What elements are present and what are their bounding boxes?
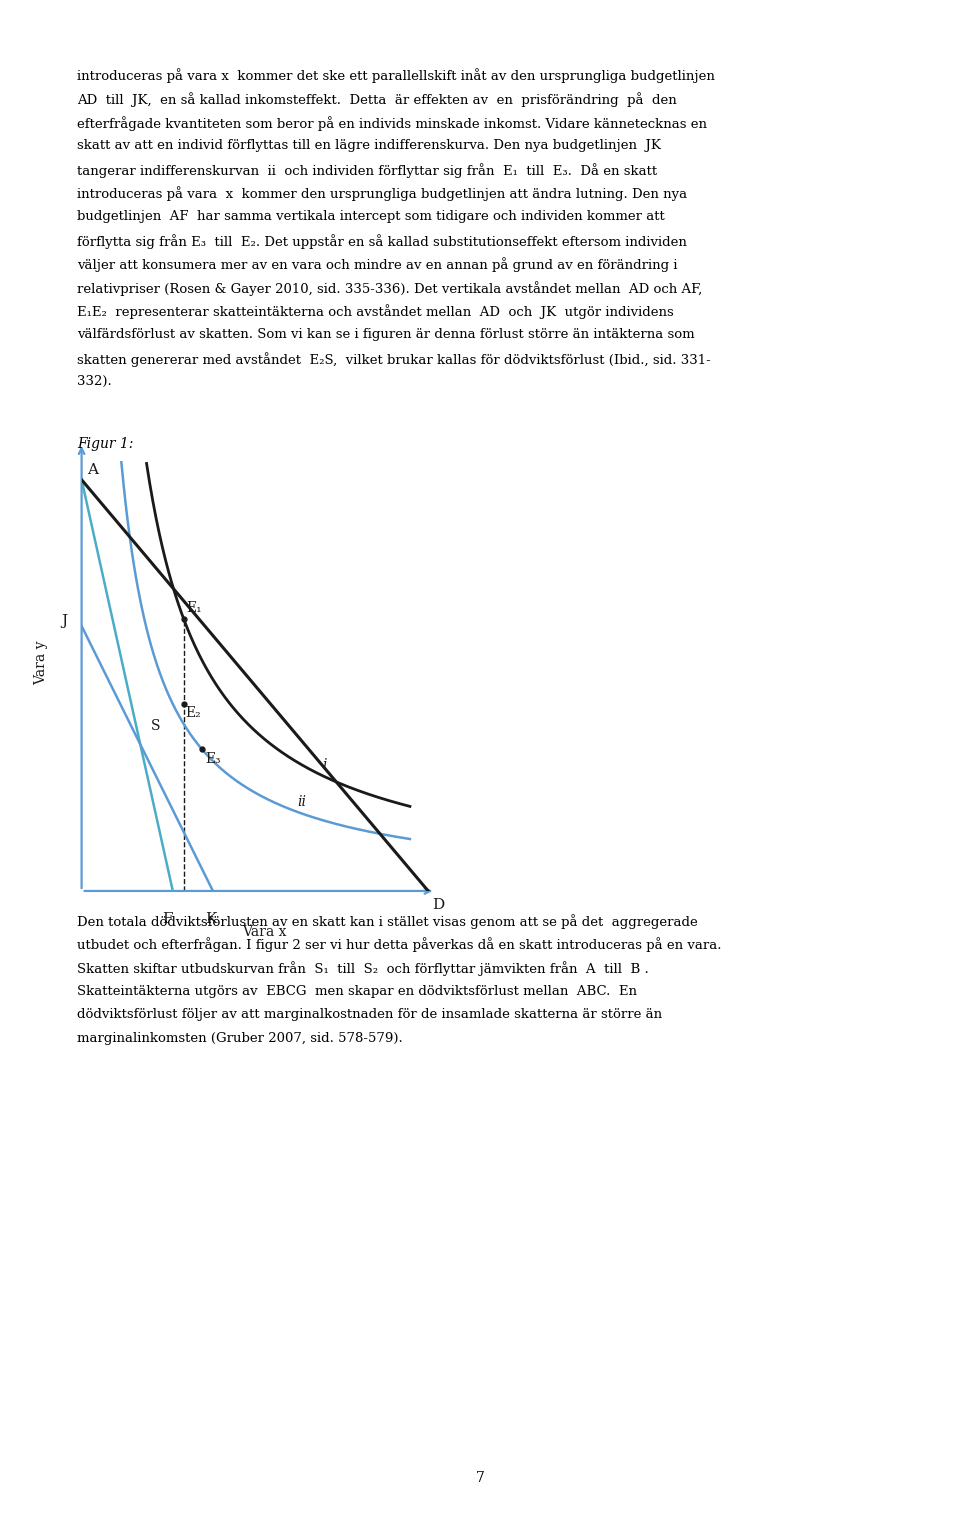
Text: 332).: 332). <box>77 376 111 388</box>
Text: AD  till  JK,  en så kallad inkomsteffekt.  Detta  är effekten av  en  prisförän: AD till JK, en så kallad inkomsteffekt. … <box>77 91 677 107</box>
Text: D: D <box>432 899 444 912</box>
Text: ii: ii <box>297 795 306 809</box>
Text: väljer att konsumera mer av en vara och mindre av en annan på grund av en föränd: väljer att konsumera mer av en vara och … <box>77 257 678 273</box>
Text: Vara x: Vara x <box>242 926 286 940</box>
Text: introduceras på vara x  kommer det ske ett parallellskift inåt av den ursprungli: introduceras på vara x kommer det ske et… <box>77 69 714 84</box>
Text: marginalinkomsten (Gruber 2007, sid. 578-579).: marginalinkomsten (Gruber 2007, sid. 578… <box>77 1033 402 1045</box>
Text: Den totala dödviktsförlusten av en skatt kan i stället visas genom att se på det: Den totala dödviktsförlusten av en skatt… <box>77 914 698 929</box>
Text: förflytta sig från E₃  till  E₂. Det uppstår en så kallad substitutionseffekt ef: förflytta sig från E₃ till E₂. Det uppst… <box>77 235 686 248</box>
Text: i: i <box>323 758 326 772</box>
Text: Skatteintäkterna utgörs av  EBCG  men skapar en dödviktsförlust mellan  ABC.  En: Skatteintäkterna utgörs av EBCG men skap… <box>77 984 636 998</box>
Text: K: K <box>205 911 217 926</box>
Text: A: A <box>87 463 98 478</box>
Text: E₁: E₁ <box>186 600 203 615</box>
Text: välfärdsförlust av skatten. Som vi kan se i figuren är denna förlust större än i: välfärdsförlust av skatten. Som vi kan s… <box>77 329 694 341</box>
Text: budgetlinjen  AF  har samma vertikala intercept som tidigare och individen komme: budgetlinjen AF har samma vertikala inte… <box>77 210 664 224</box>
Text: skatten genererar med avståndet  E₂S,  vilket brukar kallas för dödviktsförlust : skatten genererar med avståndet E₂S, vil… <box>77 352 710 367</box>
Text: relativpriser (Rosen & Gayer 2010, sid. 335-336). Det vertikala avståndet mellan: relativpriser (Rosen & Gayer 2010, sid. … <box>77 282 702 295</box>
Text: Figur 1:: Figur 1: <box>77 437 133 451</box>
Text: introduceras på vara  x  kommer den ursprungliga budgetlinjen att ändra lutning.: introduceras på vara x kommer den urspru… <box>77 187 687 201</box>
Text: efterfrågade kvantiteten som beror på en individs minskade inkomst. Vidare känne: efterfrågade kvantiteten som beror på en… <box>77 116 707 131</box>
Text: E₃: E₃ <box>204 752 221 766</box>
Text: S: S <box>151 719 160 734</box>
Text: tangerar indifferenskurvan  ii  och individen förflyttar sig från  E₁  till  E₃.: tangerar indifferenskurvan ii och indivi… <box>77 163 657 178</box>
Text: E₂: E₂ <box>185 707 202 720</box>
Text: utbudet och efterfrågan. I figur 2 ser vi hur detta påverkas då en skatt introdu: utbudet och efterfrågan. I figur 2 ser v… <box>77 937 721 952</box>
Text: 7: 7 <box>475 1471 485 1485</box>
Text: E₁E₂  representerar skatteintäkterna och avståndet mellan  AD  och  JK  utgör in: E₁E₂ representerar skatteintäkterna och … <box>77 305 674 320</box>
Text: Vara y: Vara y <box>35 640 48 685</box>
Text: J: J <box>61 614 67 629</box>
Text: skatt av att en individ förflyttas till en lägre indifferenskurva. Den nya budge: skatt av att en individ förflyttas till … <box>77 140 660 152</box>
Text: Skatten skiftar utbudskurvan från  S₁  till  S₂  och förflyttar jämvikten från  : Skatten skiftar utbudskurvan från S₁ til… <box>77 961 649 976</box>
Text: dödviktsförlust följer av att marginalkostnaden för de insamlade skatterna är st: dödviktsförlust följer av att marginalko… <box>77 1008 662 1022</box>
Text: F: F <box>162 911 173 926</box>
